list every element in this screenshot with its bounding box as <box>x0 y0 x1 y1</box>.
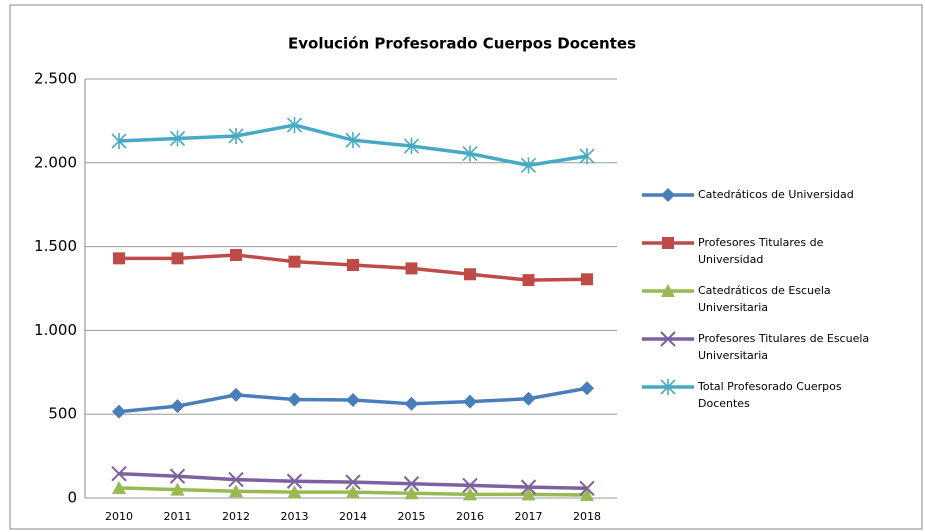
marker <box>462 145 478 162</box>
marker <box>464 268 476 281</box>
marker <box>111 133 127 150</box>
marker <box>462 477 478 494</box>
chart-border <box>9 4 923 530</box>
legend-swatch <box>642 237 694 249</box>
marker <box>287 392 302 407</box>
legend-item: Profesores Titulares de Universidad <box>640 228 890 276</box>
legend-item: Catedráticos de Universidad <box>640 180 890 228</box>
marker <box>521 391 536 406</box>
marker <box>112 404 126 419</box>
y-tick-label: 500 <box>48 405 77 423</box>
marker <box>287 485 302 499</box>
marker <box>660 331 676 347</box>
marker <box>522 274 535 287</box>
marker <box>170 399 185 414</box>
legend-item: Profesores Titulares de Escuela Universi… <box>640 324 890 372</box>
marker <box>112 480 126 494</box>
legend-swatch <box>642 188 694 202</box>
y-tick-label: 2.000 <box>34 153 77 171</box>
marker <box>286 117 303 134</box>
chart-title: Evolución Profesorado Cuerpos Docentes <box>288 35 636 53</box>
marker <box>463 487 477 501</box>
marker <box>579 480 595 496</box>
x-tick-label: 2012 <box>222 510 250 523</box>
legend-label: Total Profesorado Cuerpos Docentes <box>698 380 842 410</box>
marker <box>405 262 418 275</box>
legend-swatch <box>642 284 694 297</box>
marker <box>171 252 184 265</box>
legend-label: Profesores Titulares de Escuela Universi… <box>698 332 870 362</box>
marker <box>661 188 675 202</box>
marker <box>463 394 477 409</box>
x-tick-label: 2018 <box>573 510 601 523</box>
marker <box>169 468 186 484</box>
marker <box>169 130 186 147</box>
marker <box>111 465 127 482</box>
marker <box>345 474 361 490</box>
marker <box>345 132 361 149</box>
y-tick-label: 0 <box>67 489 77 507</box>
x-tick-label: 2016 <box>456 510 484 523</box>
marker <box>660 379 676 395</box>
marker <box>404 486 419 500</box>
x-tick-label: 2017 <box>515 510 543 523</box>
legend-label: Catedráticos de Escuela Universitaria <box>698 284 831 314</box>
marker <box>403 476 420 492</box>
marker <box>520 157 537 174</box>
legend-swatch <box>642 331 694 347</box>
marker <box>346 485 360 499</box>
marker <box>581 273 593 286</box>
marker <box>521 487 536 501</box>
marker <box>661 284 675 297</box>
marker <box>520 479 537 495</box>
legend-item: Total Profesorado Cuerpos Docentes <box>640 372 890 420</box>
marker <box>580 381 594 396</box>
x-tick-label: 2014 <box>339 510 367 523</box>
y-tick-label: 1.000 <box>34 321 77 339</box>
marker <box>580 487 594 501</box>
x-tick-label: 2015 <box>398 510 426 523</box>
marker <box>404 396 419 411</box>
marker <box>288 255 301 268</box>
marker <box>228 127 244 144</box>
marker <box>170 482 185 496</box>
marker <box>403 138 420 155</box>
marker <box>230 248 242 261</box>
marker <box>228 471 244 488</box>
marker <box>346 392 360 407</box>
marker <box>286 473 303 489</box>
y-tick-label: 1.500 <box>34 237 77 255</box>
marker <box>662 237 674 249</box>
marker <box>347 259 359 272</box>
marker <box>113 252 125 265</box>
x-tick-label: 2010 <box>105 510 133 523</box>
y-tick-label: 2.500 <box>34 70 77 88</box>
legend: Catedráticos de Universidad Profesores Ti… <box>640 180 890 420</box>
marker <box>229 484 243 498</box>
marker <box>579 148 595 165</box>
x-tick-label: 2013 <box>281 510 309 523</box>
legend-item: Catedráticos de Escuela Universitaria <box>640 276 890 324</box>
x-tick-label: 2011 <box>164 510 192 523</box>
legend-label: Catedráticos de Universidad <box>698 188 854 201</box>
legend-label: Profesores Titulares de Universidad <box>698 236 824 266</box>
legend-swatch <box>642 379 694 395</box>
marker <box>229 387 243 402</box>
